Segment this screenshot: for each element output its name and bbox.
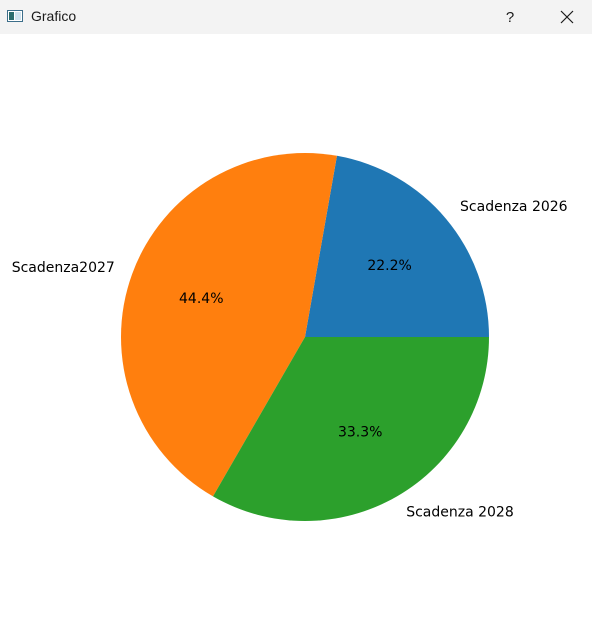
slice-category-label: Scadenza 2026 <box>460 199 568 215</box>
slice-category-label: Scadenza 2028 <box>406 504 514 520</box>
pie-slice-3 <box>213 337 489 521</box>
close-icon <box>560 10 574 24</box>
slice-percent-label: 44.4% <box>179 291 223 307</box>
slice-percent-label: 33.3% <box>338 425 382 441</box>
pie-slice-2 <box>121 153 337 497</box>
chart-area: 22.2% Scadenza 2026 44.4% Scadenza2027 33.3%… <box>0 34 592 635</box>
help-button[interactable]: ? <box>487 0 533 34</box>
window-title: Grafico <box>31 8 77 24</box>
chart-window-icon <box>7 10 23 22</box>
pie-slice-1 <box>305 155 489 337</box>
close-button[interactable] <box>544 0 590 34</box>
title-bar: Grafico ? <box>0 0 592 34</box>
slice-category-label: Scadenza2027 <box>12 260 115 276</box>
slice-percent-label: 22.2% <box>367 258 411 274</box>
pie-chart: 22.2% Scadenza 2026 44.4% Scadenza2027 33.3%… <box>12 153 568 521</box>
help-label: ? <box>505 8 515 26</box>
